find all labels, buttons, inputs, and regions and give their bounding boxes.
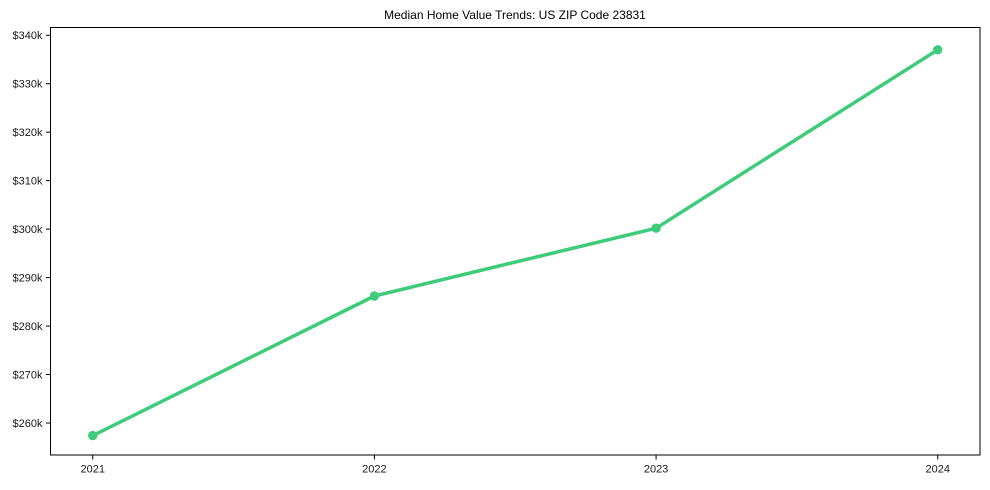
x-tick-label: 2024	[926, 464, 950, 476]
data-point-marker	[88, 430, 98, 441]
y-tick-label: $290k	[13, 272, 43, 284]
data-line	[91, 48, 940, 438]
y-tick-label: $270k	[13, 369, 43, 381]
x-tick-label: 2022	[362, 464, 386, 476]
y-tick-label: $340k	[13, 30, 43, 42]
x-tick-label: 2023	[644, 464, 668, 476]
y-tick-label: $280k	[13, 321, 43, 333]
plot-area: $260k $270k $280k $290k $300k $310k $320k $330k…	[13, 27, 981, 476]
data-point-marker	[369, 291, 380, 301]
y-tick-label: $260k	[13, 418, 43, 430]
plot-spines	[50, 27, 981, 456]
data-point-marker	[933, 45, 943, 55]
data-point-marker	[651, 223, 661, 233]
y-tick-label: $300k	[13, 224, 43, 236]
chart-title: Median Home Value Trends: US ZIP Code 23…	[384, 8, 646, 22]
y-tick-label: $330k	[13, 79, 43, 91]
y-tick-label: $310k	[13, 175, 43, 187]
y-tick-label: $320k	[13, 127, 43, 139]
x-tick-label: 2021	[81, 464, 105, 476]
